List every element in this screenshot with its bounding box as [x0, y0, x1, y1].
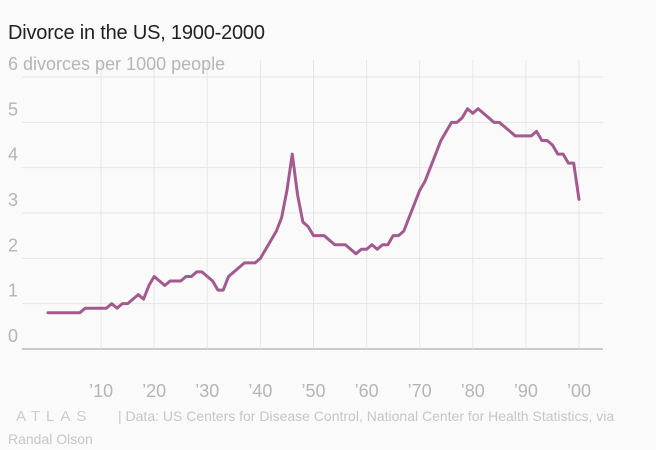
x-tick-label-1990: ’90 [514, 381, 538, 400]
source-note: ATLAS | Data: US Centers for Disease Cont… [8, 405, 648, 450]
y-tick-label-0: 0 [8, 326, 18, 346]
x-tick-label-1920: ’20 [142, 381, 166, 400]
y-tick-label-3: 3 [8, 190, 18, 210]
x-axis-tick-labels: ’10 ’20 ’30 ’40 ’50 ’60 ’70 ’80 ’90 ’00 [89, 381, 591, 400]
y-tick-label-2: 2 [8, 235, 18, 255]
y-axis-tick-labels: 0 1 2 3 4 5 6 divorces per 1000 people [8, 54, 225, 346]
x-tick-label-1940: ’40 [248, 381, 272, 400]
series-layer [46, 107, 581, 315]
series-line-divorce-rate [46, 107, 581, 315]
x-tick-label-2000: ’00 [567, 381, 591, 400]
x-tick-label-1910: ’10 [89, 381, 113, 400]
source-text: | Data: US Centers for Disease Control, … [8, 408, 615, 447]
x-tick-label-1960: ’60 [355, 381, 379, 400]
x-tick-label-1930: ’30 [195, 381, 219, 400]
x-tick-label-1970: ’70 [408, 381, 432, 400]
y-tick-label-4: 4 [8, 145, 18, 165]
atlas-logo: ATLAS [16, 408, 93, 425]
chart-title: Divorce in the US, 1900-2000 [8, 22, 265, 44]
x-tick-label-1950: ’50 [301, 381, 325, 400]
y-tick-label-6: 6 divorces per 1000 people [8, 54, 225, 74]
y-tick-label-5: 5 [8, 99, 18, 119]
y-tick-label-1: 1 [8, 281, 18, 301]
x-tick-label-1980: ’80 [461, 381, 485, 400]
gridlines [22, 60, 603, 350]
